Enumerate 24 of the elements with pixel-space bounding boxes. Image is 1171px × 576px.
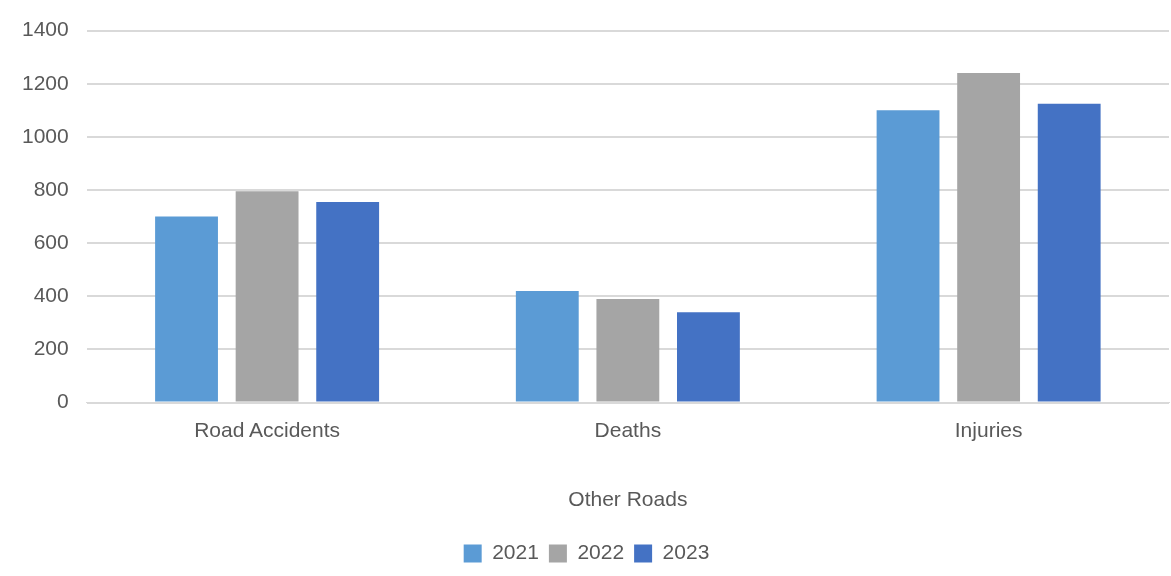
bar	[515, 291, 579, 402]
bar	[316, 201, 380, 402]
bar	[876, 110, 940, 402]
y-tick-label: 1200	[22, 70, 69, 94]
bar	[1037, 103, 1101, 402]
x-tick-label: Deaths	[594, 418, 662, 441]
bar	[677, 312, 740, 402]
bar	[155, 216, 218, 402]
legend-label: 2023	[662, 540, 710, 564]
bar	[957, 73, 1021, 402]
x-tick-label: Injuries	[954, 418, 1023, 441]
x-tick-label: Road Accidents	[194, 418, 341, 441]
x-axis-title: Other Roads	[568, 487, 688, 511]
y-tick-label: 0	[57, 389, 69, 413]
bar	[596, 298, 660, 402]
y-tick-label: 200	[33, 336, 69, 360]
y-tick-label: 1000	[22, 123, 69, 147]
y-tick-label: 1400	[22, 17, 69, 41]
y-tick-label: 800	[33, 176, 69, 200]
legend-label: 2022	[577, 540, 625, 564]
y-tick-label: 600	[33, 229, 69, 253]
y-tick-label: 400	[33, 283, 69, 307]
bar	[235, 191, 299, 402]
legend-label: 2021	[492, 540, 539, 564]
